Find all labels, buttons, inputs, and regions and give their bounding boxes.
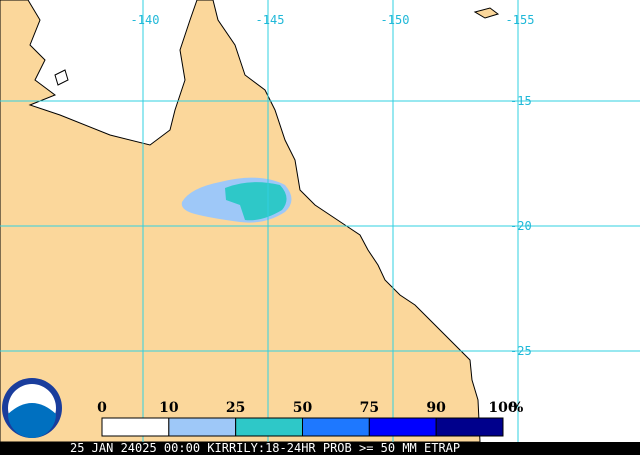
legend-label: 100 [488, 400, 517, 416]
prob-25-50 [225, 182, 287, 221]
legend-swatch [101, 417, 170, 437]
legend-swatch [368, 417, 437, 437]
legend-swatch [302, 417, 370, 437]
legend-unit: % [510, 400, 523, 416]
legend-swatch [435, 417, 504, 437]
legend-label: 0 [97, 400, 107, 416]
footer-bar [0, 442, 640, 455]
lon-label: -140 [131, 13, 160, 27]
legend-label: 25 [226, 400, 245, 416]
logo-text: NOAA [20, 389, 44, 398]
lon-label: -145 [256, 13, 285, 27]
legend-label: 75 [360, 400, 379, 416]
legend-swatch [235, 417, 304, 437]
lon-label: -150 [381, 13, 410, 27]
legend-label: 10 [159, 400, 179, 416]
island [473, 7, 500, 19]
legend-swatch [168, 417, 237, 437]
lat-label: -15 [510, 94, 532, 108]
footer: 25 JAN 24025 00:00 KIRRILY:18-24HR PROB … [70, 441, 460, 455]
lat-label: -25 [510, 344, 532, 358]
legend-label: 50 [293, 400, 313, 416]
island [54, 69, 69, 86]
legend-label: 90 [426, 400, 446, 416]
lon-label: -155 [506, 13, 535, 27]
noaa-logo: NOAA [2, 378, 62, 438]
lat-label: -20 [510, 219, 532, 233]
